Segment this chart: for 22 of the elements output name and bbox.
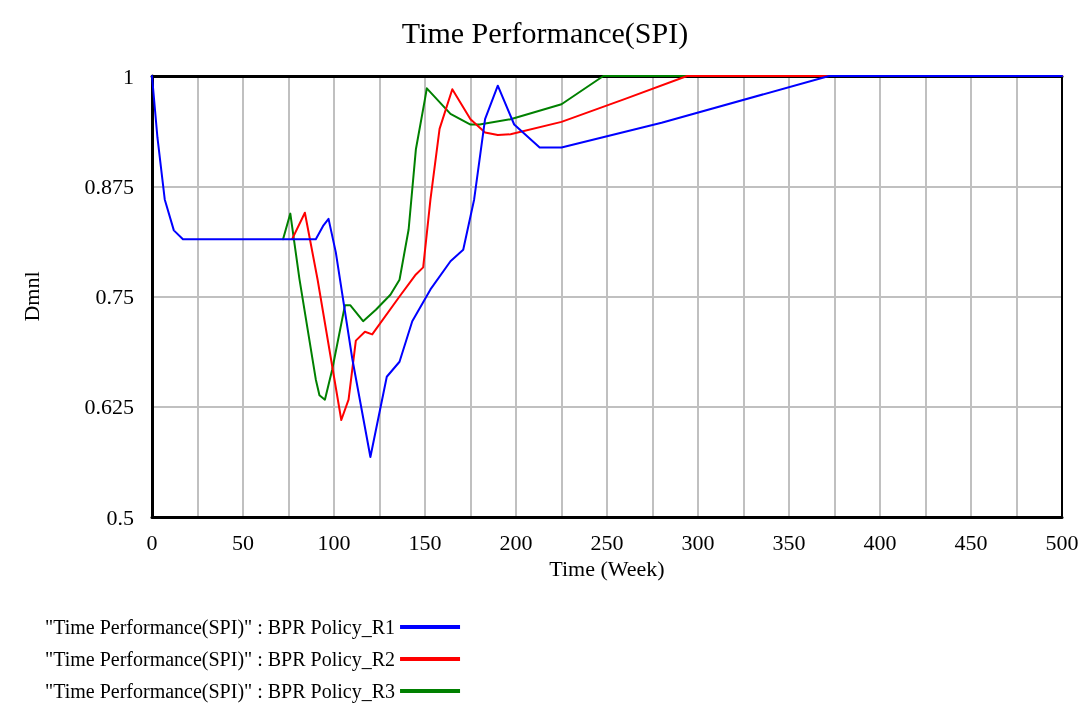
legend-label: "Time Performance(SPI)" : BPR Policy_R1 xyxy=(44,616,396,639)
x-tick-label: 150 xyxy=(408,529,442,555)
legend-label: "Time Performance(SPI)" : BPR Policy_R3 xyxy=(44,680,396,703)
x-tick-label: 500 xyxy=(1045,529,1079,555)
x-tick-label: 0 xyxy=(146,529,158,555)
x-tick-label: 100 xyxy=(317,529,351,555)
y-tick-label: 1 xyxy=(123,63,134,89)
x-tick-label: 300 xyxy=(681,529,715,555)
y-tick-label: 0.5 xyxy=(106,504,134,530)
legend-label: "Time Performance(SPI)" : BPR Policy_R2 xyxy=(44,648,396,671)
y-axis-title: Dmnl xyxy=(18,271,44,322)
x-tick-label: 400 xyxy=(863,529,897,555)
x-tick-label: 250 xyxy=(590,529,624,555)
x-axis-title: Time (Week) xyxy=(549,556,665,582)
x-tick-label: 200 xyxy=(499,529,533,555)
x-tick-label: 450 xyxy=(954,529,988,555)
y-tick-label: 0.875 xyxy=(84,173,134,199)
x-tick-label: 350 xyxy=(772,529,806,555)
chart-title: Time Performance(SPI) xyxy=(401,15,689,50)
y-tick-label: 0.625 xyxy=(84,394,134,420)
y-tick-label: 0.75 xyxy=(95,284,134,309)
x-tick-label: 50 xyxy=(232,529,254,555)
